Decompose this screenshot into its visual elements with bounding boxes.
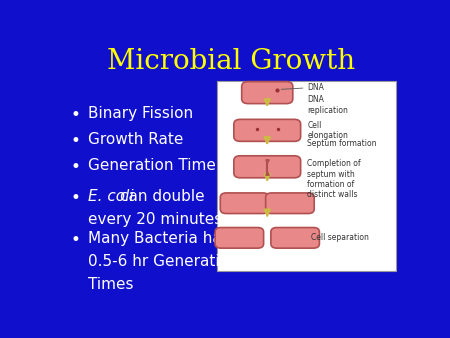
Text: Growth Rate: Growth Rate [88,132,183,147]
FancyBboxPatch shape [217,81,396,271]
FancyBboxPatch shape [271,227,320,248]
Text: Generation Time: Generation Time [88,158,216,173]
FancyBboxPatch shape [234,119,301,141]
Text: Many Bacteria have: Many Bacteria have [88,231,240,245]
FancyBboxPatch shape [242,81,293,104]
Text: Completion of
septum with
formation of
distinct walls: Completion of septum with formation of d… [307,159,361,199]
Text: Cell
elongation: Cell elongation [307,121,348,140]
FancyBboxPatch shape [215,227,264,248]
Text: 0.5-6 hr Generation: 0.5-6 hr Generation [88,254,238,269]
Text: Cell separation: Cell separation [311,233,369,242]
FancyBboxPatch shape [266,193,314,214]
Text: Septum formation: Septum formation [307,139,377,148]
Text: DNA: DNA [307,83,324,92]
Text: •: • [70,132,80,150]
Text: can double: can double [120,189,205,204]
Text: •: • [70,189,80,207]
Text: Binary Fission: Binary Fission [88,105,193,121]
Text: •: • [70,158,80,176]
Text: •: • [70,231,80,248]
FancyBboxPatch shape [234,156,301,178]
Text: every 20 minutes: every 20 minutes [88,212,222,227]
FancyBboxPatch shape [220,193,269,214]
Text: •: • [70,105,80,124]
Text: E. coli: E. coli [88,189,133,204]
Text: Microbial Growth: Microbial Growth [107,48,355,75]
Text: Times: Times [88,277,133,292]
Text: DNA
replication: DNA replication [307,95,348,115]
